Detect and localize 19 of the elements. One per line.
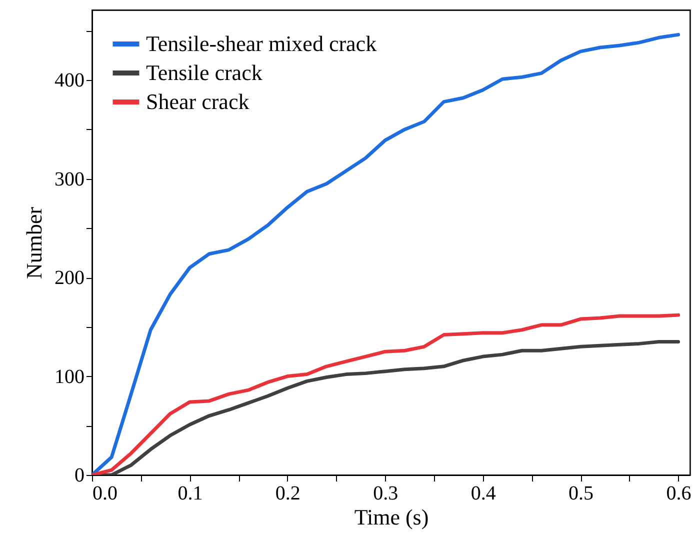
legend-label: Tensile crack <box>146 60 262 85</box>
x-tick-label: 0.2 <box>275 482 300 504</box>
legend-label: Shear crack <box>146 89 250 114</box>
x-tick-label: 0.3 <box>373 482 398 504</box>
y-tick-label: 200 <box>54 267 84 290</box>
x-tick-label: 0.6 <box>666 482 692 504</box>
x-tick-label: 0.1 <box>178 482 203 504</box>
x-tick-label: 0.5 <box>568 482 594 504</box>
legend-label: Tensile-shear mixed crack <box>146 31 377 56</box>
y-tick-label: 0 <box>74 464 84 486</box>
x-axis-title: Time (s) <box>354 504 429 530</box>
line-series <box>92 32 680 475</box>
y-axis-title: Number <box>22 206 46 280</box>
y-tick-label: 300 <box>54 168 84 190</box>
y-tick-label: 400 <box>54 70 84 92</box>
line-series <box>92 313 680 475</box>
y-tick-label: 100 <box>54 366 84 388</box>
x-tick-label: 0.4 <box>470 482 496 504</box>
x-tick-label: 0.0 <box>92 482 118 504</box>
